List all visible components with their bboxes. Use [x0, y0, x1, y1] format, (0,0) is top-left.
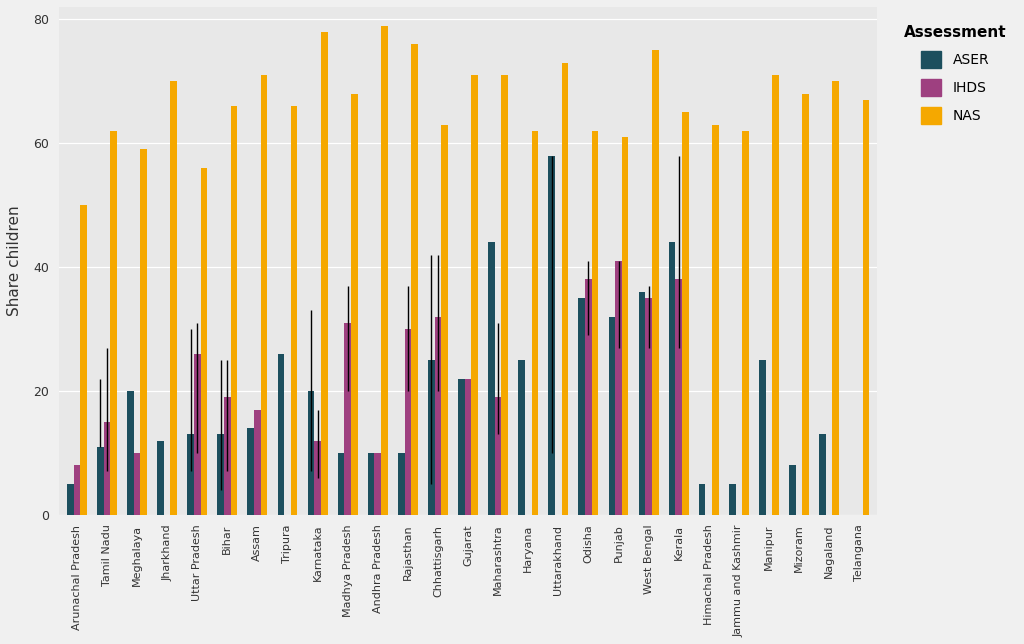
- Bar: [344, 323, 351, 515]
- Bar: [669, 242, 676, 515]
- Bar: [351, 93, 357, 515]
- Bar: [127, 391, 134, 515]
- Bar: [170, 81, 177, 515]
- Bar: [615, 261, 622, 515]
- Bar: [291, 106, 297, 515]
- Bar: [158, 440, 164, 515]
- Bar: [140, 149, 147, 515]
- Bar: [187, 434, 194, 515]
- Bar: [639, 292, 645, 515]
- Bar: [488, 242, 495, 515]
- Bar: [592, 131, 598, 515]
- Bar: [676, 279, 682, 515]
- Bar: [201, 168, 207, 515]
- Bar: [194, 354, 201, 515]
- Bar: [458, 379, 465, 515]
- Bar: [368, 453, 375, 515]
- Bar: [97, 447, 103, 515]
- Bar: [698, 484, 706, 515]
- Bar: [398, 453, 404, 515]
- Bar: [608, 317, 615, 515]
- Legend: ASER, IHDS, NAS: ASER, IHDS, NAS: [893, 14, 1017, 135]
- Bar: [412, 44, 418, 515]
- Bar: [224, 397, 230, 515]
- Bar: [759, 360, 766, 515]
- Bar: [729, 484, 735, 515]
- Bar: [495, 397, 502, 515]
- Bar: [217, 434, 224, 515]
- Bar: [862, 100, 869, 515]
- Bar: [254, 410, 261, 515]
- Bar: [742, 131, 749, 515]
- Bar: [434, 317, 441, 515]
- Bar: [465, 379, 471, 515]
- Bar: [502, 75, 508, 515]
- Bar: [230, 106, 238, 515]
- Bar: [833, 81, 839, 515]
- Bar: [471, 75, 478, 515]
- Bar: [67, 484, 74, 515]
- Bar: [321, 32, 328, 515]
- Bar: [134, 453, 140, 515]
- Bar: [682, 112, 689, 515]
- Bar: [278, 354, 285, 515]
- Bar: [375, 453, 381, 515]
- Bar: [80, 205, 87, 515]
- Bar: [585, 279, 592, 515]
- Y-axis label: Share children: Share children: [7, 205, 22, 316]
- Bar: [531, 131, 539, 515]
- Bar: [790, 465, 796, 515]
- Bar: [248, 428, 254, 515]
- Bar: [579, 298, 585, 515]
- Bar: [314, 440, 321, 515]
- Bar: [712, 125, 719, 515]
- Bar: [261, 75, 267, 515]
- Bar: [561, 62, 568, 515]
- Bar: [74, 465, 80, 515]
- Bar: [819, 434, 826, 515]
- Bar: [441, 125, 447, 515]
- Bar: [549, 156, 555, 515]
- Bar: [338, 453, 344, 515]
- Bar: [772, 75, 779, 515]
- Bar: [622, 137, 629, 515]
- Bar: [103, 422, 111, 515]
- Bar: [652, 50, 658, 515]
- Bar: [404, 329, 412, 515]
- Bar: [111, 131, 117, 515]
- Bar: [518, 360, 525, 515]
- Bar: [381, 26, 388, 515]
- Bar: [428, 360, 434, 515]
- Bar: [803, 93, 809, 515]
- Bar: [307, 391, 314, 515]
- Bar: [645, 298, 652, 515]
